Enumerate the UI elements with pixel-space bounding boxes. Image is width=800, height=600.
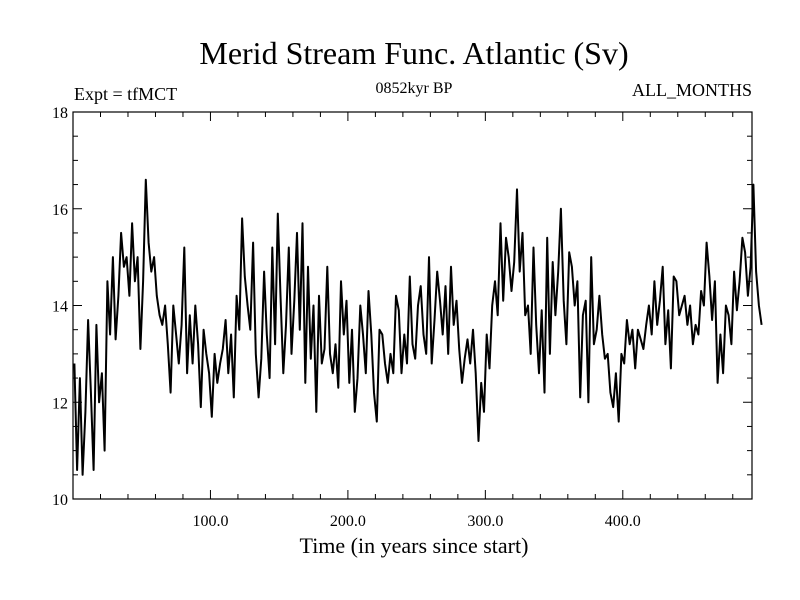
- epoch-label: 0852kyr BP: [376, 80, 453, 97]
- months-label: ALL_MONTHS: [632, 80, 752, 100]
- experiment-label: Expt = tfMCT: [74, 84, 177, 104]
- x-tick-label: 400.0: [605, 513, 641, 530]
- y-tick-label: 16: [52, 202, 68, 219]
- plot-area: 10 12 14 16 18 100.0 200.0 300.0 400.0: [52, 105, 763, 530]
- y-tick-label: 12: [52, 395, 68, 412]
- x-tick-label: 200.0: [330, 513, 366, 530]
- y-tick-label: 18: [52, 105, 68, 122]
- plot-frame: [72, 111, 753, 500]
- x-axis-label: Time (in years since start): [300, 533, 529, 558]
- chart-title: Merid Stream Func. Atlantic (Sv): [199, 35, 628, 71]
- x-tick-label: 100.0: [192, 513, 228, 530]
- y-tick-label: 10: [52, 492, 68, 509]
- series-line: [73, 178, 763, 476]
- x-tick-label: 300.0: [467, 513, 503, 530]
- y-tick-label: 14: [52, 299, 68, 316]
